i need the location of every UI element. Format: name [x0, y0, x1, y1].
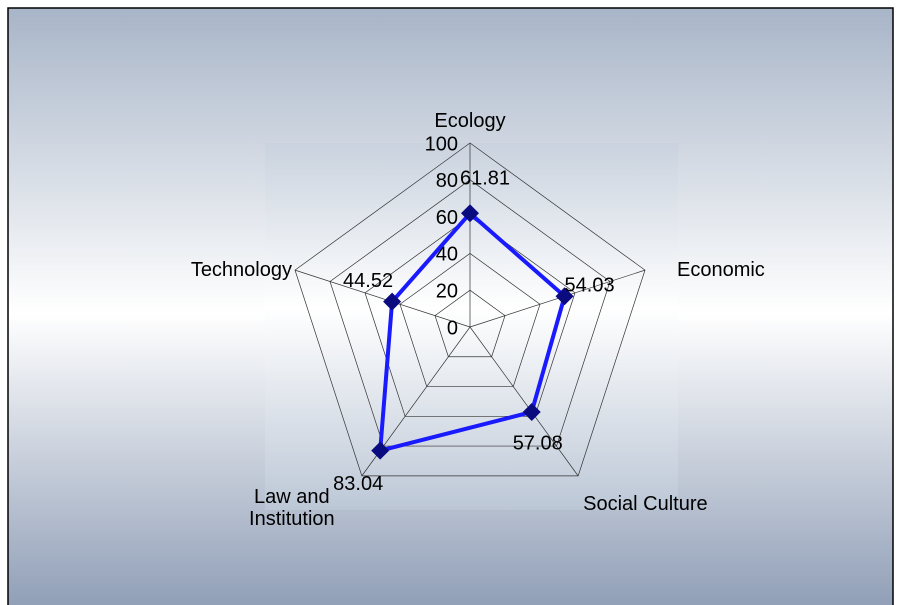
category-label: Technology	[190, 259, 292, 282]
value-label: 44.52	[343, 270, 393, 292]
grid-ring	[399, 252, 541, 387]
marker	[371, 441, 390, 460]
value-label: 57.08	[513, 432, 563, 454]
category-label: Social Culture	[583, 492, 708, 515]
marker	[522, 402, 541, 421]
data-line	[378, 211, 567, 453]
r-tick-label: 80	[436, 170, 458, 192]
value-label: 54.03	[565, 275, 615, 297]
marker	[383, 292, 402, 311]
grid-ring	[294, 142, 646, 477]
marker	[461, 204, 479, 223]
category-label: Economic	[676, 259, 765, 282]
r-tick-label: 20	[436, 280, 458, 302]
category-label: Law and Institution	[249, 485, 335, 530]
spoke	[294, 269, 471, 328]
spoke	[469, 269, 646, 328]
grid-ring	[329, 179, 611, 447]
grid-ring	[434, 289, 506, 358]
r-tick-label: 60	[436, 207, 458, 229]
marker	[555, 287, 574, 306]
r-tick-label: 100	[425, 133, 458, 155]
value-label: 61.81	[460, 168, 510, 190]
spoke	[469, 326, 579, 477]
r-tick-label: 40	[436, 244, 458, 266]
value-label: 83.04	[333, 473, 383, 495]
grid-ring	[364, 216, 576, 417]
category-label: Ecology	[434, 110, 506, 132]
r-tick-label: 0	[447, 317, 458, 339]
